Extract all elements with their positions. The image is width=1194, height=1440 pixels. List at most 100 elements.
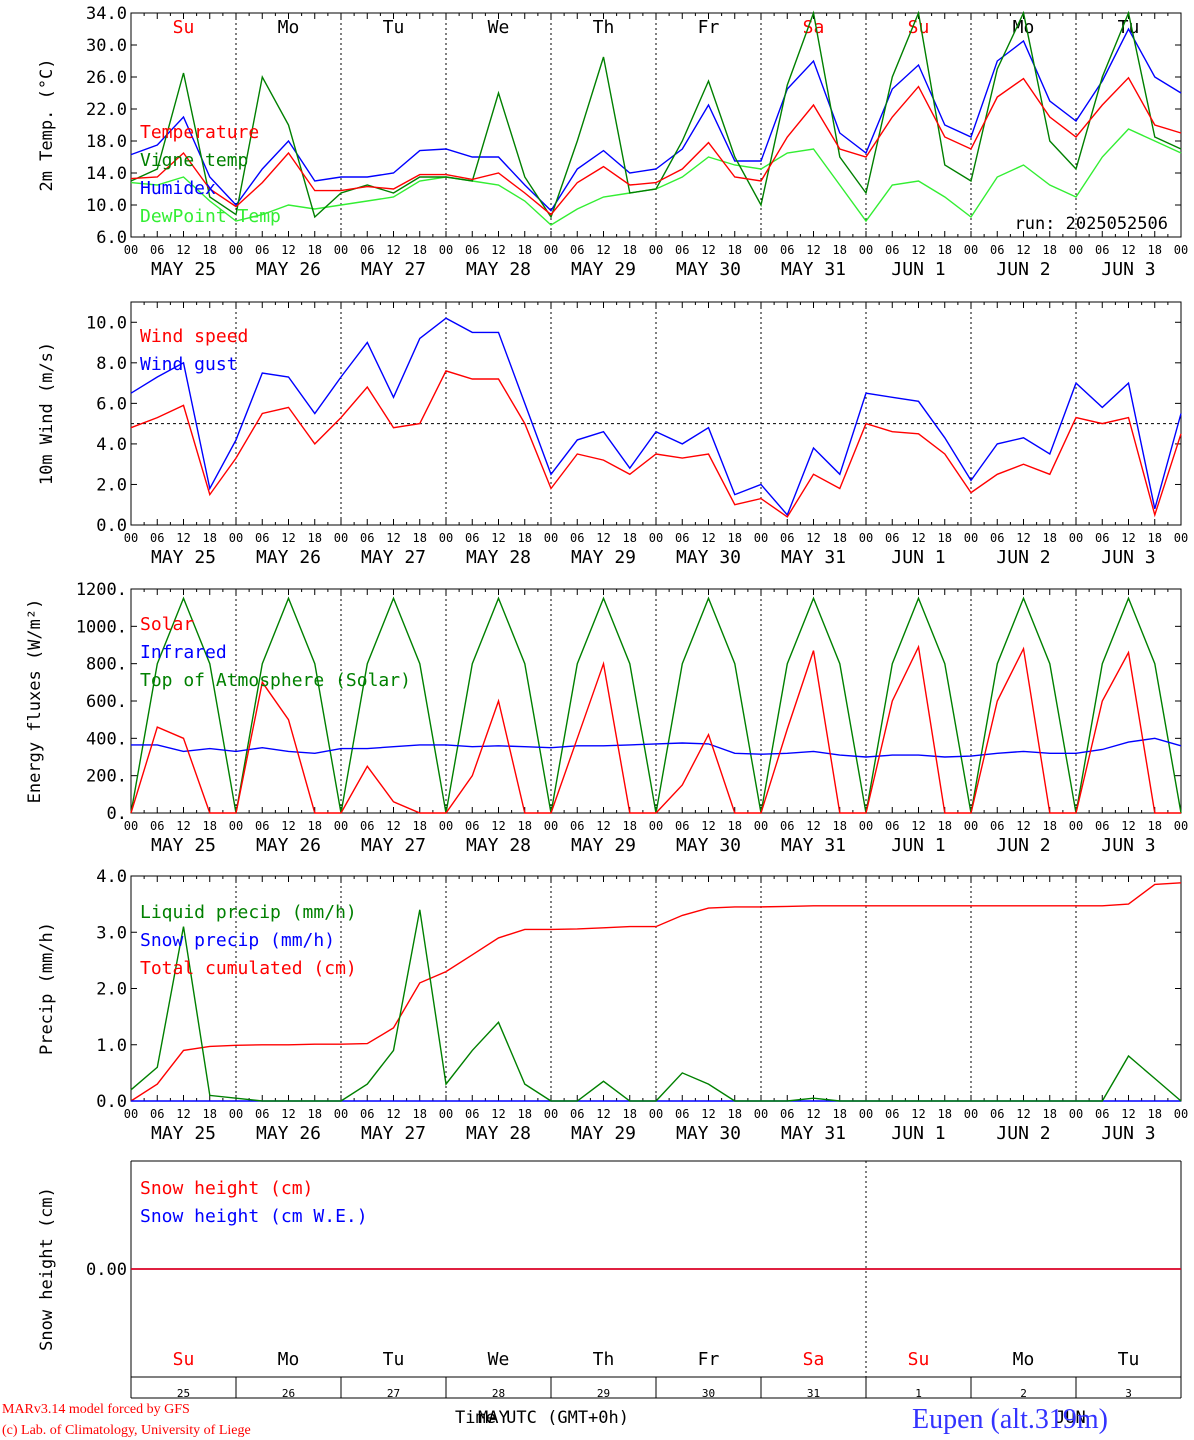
- hour-tick-label: 06: [570, 1107, 584, 1121]
- hour-tick-label: 00: [124, 531, 138, 545]
- hour-tick-label: 00: [964, 1107, 978, 1121]
- run-label: run: 2025052506: [1014, 214, 1168, 234]
- hour-tick-label: 18: [413, 243, 427, 257]
- date-label: JUN 1: [891, 259, 945, 280]
- hour-tick-label: 00: [754, 531, 768, 545]
- series-line: [131, 737, 1182, 758]
- date-label: MAY 26: [256, 1123, 321, 1144]
- date-label: MAY 28: [466, 1123, 531, 1144]
- series-line: [130, 882, 1182, 1102]
- y-tick-label: 1.0: [96, 1036, 127, 1056]
- hour-tick-label: 00: [229, 819, 243, 833]
- hour-tick-label: 12: [491, 1107, 505, 1121]
- y-tick-label: 200.: [86, 767, 127, 787]
- hour-tick-label: 06: [570, 819, 584, 833]
- hour-tick-label: 06: [990, 819, 1004, 833]
- hour-tick-label: 06: [360, 531, 374, 545]
- hour-tick-label: 18: [308, 243, 322, 257]
- hour-tick-label: 12: [386, 531, 400, 545]
- copyright-credit: (c) Lab. of Climatology, University of L…: [2, 1423, 251, 1438]
- y-tick-label: 3.0: [96, 923, 127, 943]
- hour-tick-label: 12: [281, 1107, 295, 1121]
- hour-tick-label: 06: [1095, 1107, 1109, 1121]
- hour-tick-label: 18: [518, 243, 532, 257]
- hour-tick-label: 06: [570, 243, 584, 257]
- date-label: JUN 3: [1101, 1123, 1155, 1144]
- hour-tick-label: 18: [623, 1107, 637, 1121]
- y-tick-label: 0.00: [86, 1260, 127, 1280]
- y-axis-label: Snow height (cm): [37, 1187, 57, 1351]
- legend-entry: Humidex: [140, 178, 216, 199]
- hour-tick-label: 12: [596, 531, 610, 545]
- date-label: MAY 27: [361, 1123, 426, 1144]
- legend-entry: Liquid precip (mm/h): [140, 902, 357, 923]
- hour-tick-label: 06: [885, 531, 899, 545]
- hour-tick-label: 12: [596, 243, 610, 257]
- y-axis-label: Precip (mm/h): [37, 922, 57, 1055]
- y-tick-label: 1200.: [76, 580, 127, 600]
- series-line: [130, 644, 1181, 814]
- hour-tick-label: 12: [281, 531, 295, 545]
- legend-entry: Wind speed: [140, 326, 248, 347]
- chart-panel-2: 00 06 12 18 00 06 12 18 00 06 12 18 00 06 12 18 00 06 12 18…: [37, 301, 1188, 568]
- hour-tick-label: 00: [544, 1107, 558, 1121]
- hour-tick-label: 18: [308, 531, 322, 545]
- hour-tick-label: 12: [701, 243, 715, 257]
- series-line: [130, 27, 1182, 212]
- hour-tick-label: 18: [413, 531, 427, 545]
- hour-tick-label: 00: [439, 1107, 453, 1121]
- hour-tick-label: 06: [780, 819, 794, 833]
- hour-tick-label: 00: [859, 243, 873, 257]
- date-label: MAY 25: [151, 259, 216, 280]
- day-number-label: 27: [387, 1387, 400, 1400]
- hour-tick-label: 00: [229, 1107, 243, 1121]
- date-label: JUN 1: [891, 547, 945, 568]
- hour-tick-label: 18: [623, 819, 637, 833]
- hour-tick-label: 06: [570, 531, 584, 545]
- date-label: JUN 2: [996, 259, 1050, 280]
- hour-tick-label: 18: [728, 531, 742, 545]
- weekday-label: Mo: [278, 1349, 300, 1370]
- day-number-label: 31: [807, 1387, 820, 1400]
- date-label: MAY 25: [151, 835, 216, 856]
- weekday-label: Tu: [383, 17, 405, 38]
- hour-tick-label: 00: [649, 243, 663, 257]
- day-number-label: 25: [177, 1387, 190, 1400]
- chart-panel-5: 25 26 27 28 29 30 31 1 2 3 Su Mo Tu We Th Fr Sa Su Mo Tu 0.0…: [37, 1160, 1182, 1400]
- y-axis-label: Energy fluxes (W/m²): [25, 599, 45, 804]
- hour-tick-label: 00: [229, 531, 243, 545]
- hour-tick-label: 12: [806, 243, 820, 257]
- date-label: JUN 2: [996, 835, 1050, 856]
- hour-tick-label: 06: [465, 819, 479, 833]
- hour-tick-label: 00: [649, 531, 663, 545]
- date-label: JUN 2: [996, 547, 1050, 568]
- hour-tick-label: 06: [675, 243, 689, 257]
- hour-tick-label: 18: [518, 819, 532, 833]
- y-tick-label: 8.0: [96, 354, 127, 374]
- series-line: [130, 370, 1182, 518]
- hour-tick-label: 06: [150, 243, 164, 257]
- hour-tick-label: 06: [780, 1107, 794, 1121]
- date-label: MAY 31: [781, 547, 846, 568]
- date-label: JUN 1: [891, 1123, 945, 1144]
- series-line: [130, 10, 1182, 219]
- y-tick-label: 0.0: [96, 1092, 127, 1112]
- hour-tick-label: 12: [911, 531, 925, 545]
- date-label: MAY 25: [151, 1123, 216, 1144]
- hour-tick-label: 06: [465, 1107, 479, 1121]
- date-label: MAY 25: [151, 547, 216, 568]
- y-tick-label: 4.0: [96, 435, 127, 455]
- station-name: Eupen (alt.319m): [912, 1404, 1108, 1435]
- weekday-label: Tu: [1118, 17, 1140, 38]
- chart-panel-3: 00 06 12 18 00 06 12 18 00 06 12 18 00 06 12 18 00 06 12 18…: [25, 580, 1188, 856]
- hour-tick-label: 00: [439, 819, 453, 833]
- hour-tick-label: 06: [255, 819, 269, 833]
- hour-tick-label: 06: [465, 243, 479, 257]
- hour-tick-label: 00: [649, 1107, 663, 1121]
- hour-tick-label: 12: [701, 531, 715, 545]
- y-axis-label: 10m Wind (m/s): [37, 342, 57, 485]
- day-number-label: 28: [492, 1387, 505, 1400]
- legend-entry: Temperature: [140, 122, 259, 143]
- y-tick-label: 6.0: [96, 394, 127, 414]
